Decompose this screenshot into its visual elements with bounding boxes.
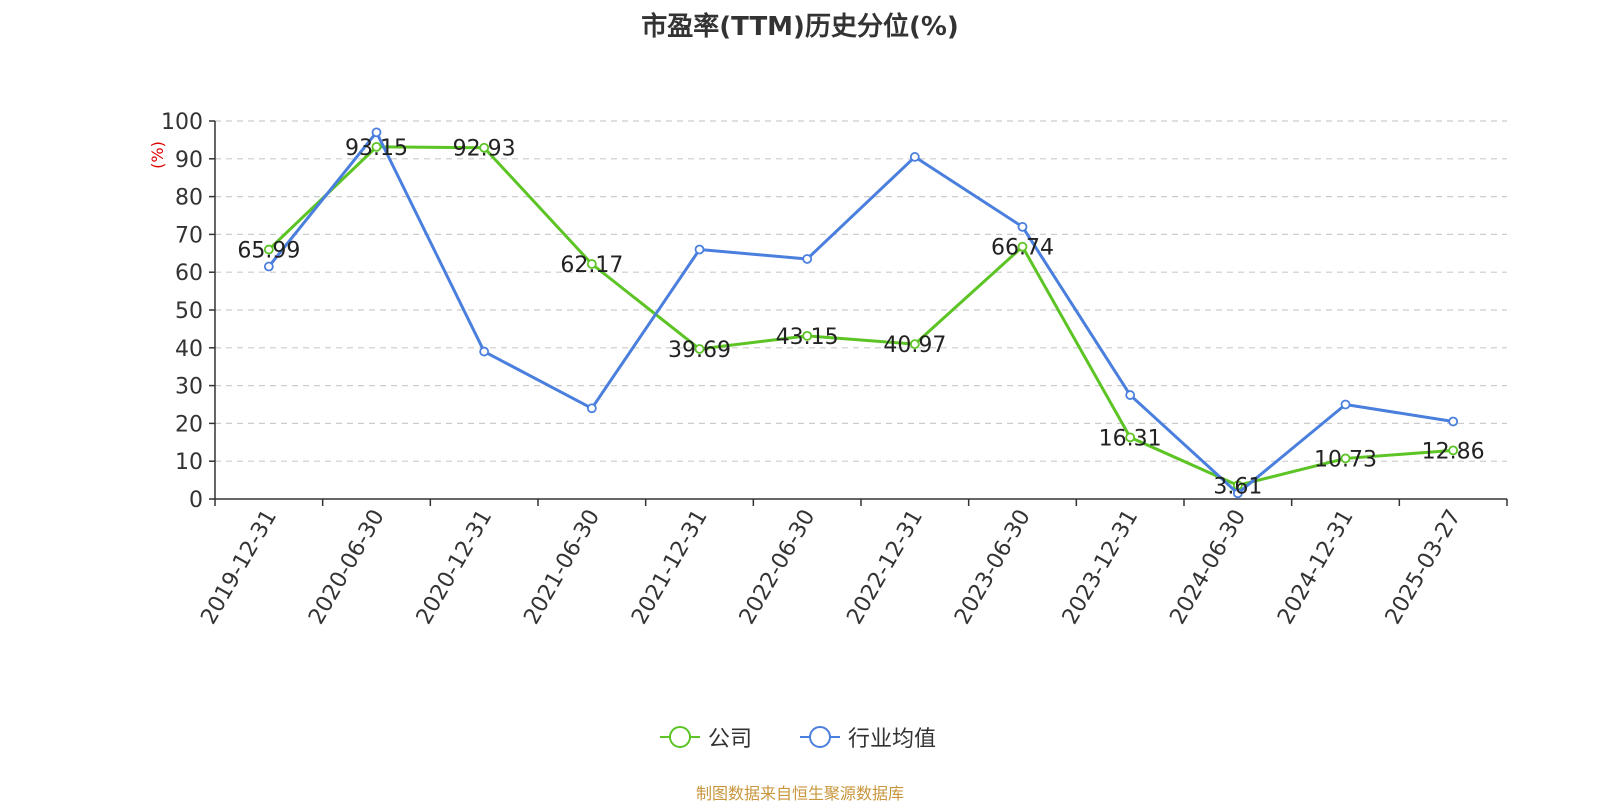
series-0-point [909, 339, 920, 350]
x-tick-label: 2024-06-30 [1165, 506, 1251, 629]
legend-marker-industry-average [800, 726, 840, 748]
series-0-point [1017, 241, 1028, 252]
series-line-1 [267, 130, 1454, 495]
y-tick-label: 20 [175, 412, 203, 437]
series-1-point [479, 346, 490, 357]
x-tick-label: 2020-06-30 [304, 506, 390, 629]
data-label: 62.17 [560, 253, 623, 278]
data-label: 92.93 [453, 137, 516, 162]
y-tick-label: 10 [175, 450, 203, 475]
series [263, 127, 1459, 499]
x-tick-label: 2025-03-27 [1381, 506, 1467, 629]
series-0-point [263, 244, 274, 255]
x-tick-label: 2019-12-31 [196, 506, 282, 629]
x-tick-label: 2021-06-30 [519, 506, 605, 629]
y-tick-label: 90 [175, 148, 203, 173]
series-1-point [802, 254, 813, 264]
y-tick-label: 100 [161, 110, 203, 135]
x-tick-label: 2022-06-30 [735, 506, 821, 629]
series-0-point [802, 330, 813, 341]
series-0-point [694, 344, 705, 354]
legend-label-company: 公司 [708, 727, 753, 752]
data-label: 65.99 [237, 239, 300, 264]
data-label: 3.61 [1213, 474, 1262, 499]
data-label: 39.69 [668, 338, 731, 363]
grid-lines [215, 120, 1507, 462]
x-tick-label: 2024-12-31 [1273, 506, 1359, 629]
series-1-point [1017, 221, 1028, 232]
y-tick-label: 40 [175, 337, 203, 362]
y-tick-label: 0 [189, 488, 203, 513]
series-1-point [371, 127, 382, 138]
x-tick-label: 2020-12-31 [412, 506, 498, 629]
y-tick-label: 80 [175, 186, 203, 211]
series-0-point [1340, 453, 1351, 464]
series-0-point [371, 141, 382, 152]
y-tick-label: 30 [175, 375, 203, 400]
y-axis-label: (%) [148, 141, 167, 169]
series-1-point [909, 152, 920, 162]
data-label: 16.31 [1099, 426, 1162, 451]
series-1-point [1340, 399, 1351, 410]
x-tick-label: 2023-06-30 [950, 506, 1036, 629]
data-label: 66.74 [991, 236, 1054, 261]
data-source-note: 制图数据来自恒生聚源数据库 [695, 784, 904, 803]
data-label: 93.15 [345, 136, 408, 161]
legend-item-industry-average[interactable]: 行业均值 [800, 722, 936, 752]
data-label: 10.73 [1314, 447, 1377, 472]
y-tick-label: 50 [175, 299, 203, 324]
legend-item-company[interactable]: 公司 [660, 722, 752, 752]
legend-marker-company [660, 726, 700, 748]
data-label: 40.97 [883, 333, 946, 358]
series-1-point [694, 244, 705, 255]
chart-title: 市盈率(TTM)历史分位(%) [641, 12, 959, 42]
series-1-point [586, 403, 597, 414]
series-1-point [1125, 390, 1136, 400]
series-0-point [479, 142, 490, 153]
x-tick-label: 2023-12-31 [1058, 506, 1144, 629]
legend-label-industry-average: 行业均值 [848, 727, 937, 752]
series-0-point [1448, 445, 1459, 456]
series-1-point [263, 261, 274, 272]
legend: 公司 行业均值 [0, 722, 1600, 752]
axes: 0 10 20 30 40 50 60 70 80 90 100 (%) 2019-12-31 2020-… [148, 110, 1508, 629]
series-1-point [1448, 416, 1459, 427]
y-tick-label: 70 [175, 223, 203, 248]
series-1-point [1232, 488, 1243, 499]
data-label: 12.86 [1422, 439, 1485, 464]
series-line-0 [267, 145, 1454, 487]
data-labels: 65.99 93.15 92.93 62.17 39.69 43.15 40.97 66.74… [237, 136, 1484, 499]
x-tick-label: 2022-12-31 [842, 506, 928, 629]
data-label: 43.15 [776, 325, 839, 350]
series-0-point [586, 259, 597, 269]
x-tick-label: 2021-12-31 [627, 506, 713, 629]
series-0-point [1125, 432, 1136, 443]
y-tick-label: 60 [175, 261, 203, 286]
